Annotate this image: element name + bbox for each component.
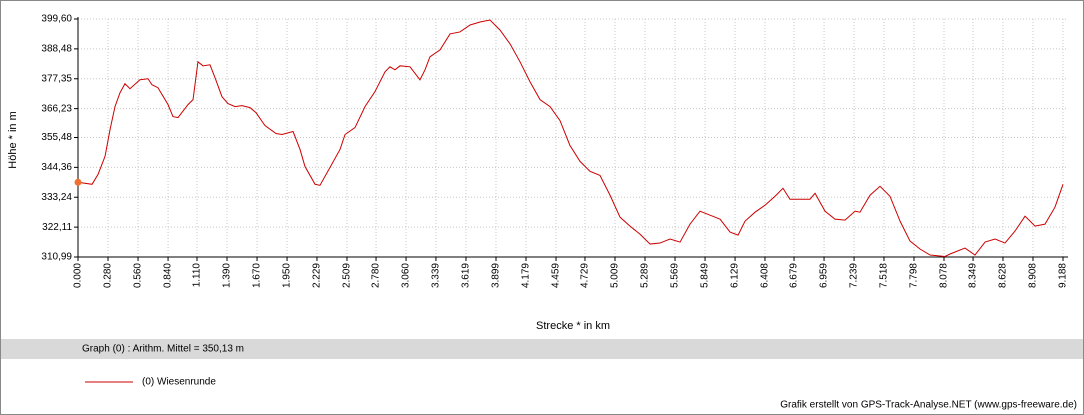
y-tick-label: 388,48 bbox=[41, 44, 72, 55]
x-tick-label: 3.899 bbox=[491, 263, 502, 288]
summary-band bbox=[1, 339, 1083, 359]
x-tick-label: 8.349 bbox=[968, 263, 979, 288]
y-tick-label: 399,60 bbox=[41, 14, 72, 25]
x-tick-label: 4.179 bbox=[521, 263, 532, 288]
x-tick-label: 7.798 bbox=[909, 263, 920, 288]
summary-text: Graph (0) : Arithm. Mittel = 350,13 m bbox=[82, 344, 244, 355]
y-tick-label: 366,23 bbox=[41, 103, 72, 114]
credit: Grafik erstellt von GPS-Track-Analyse.NE… bbox=[780, 400, 1077, 411]
x-tick-label: 6.959 bbox=[819, 263, 830, 288]
x-tick-label: 3.339 bbox=[431, 263, 442, 288]
x-tick-label: 3.060 bbox=[401, 263, 412, 288]
x-tick-label: 4.729 bbox=[580, 263, 591, 288]
legend-label: (0) Wiesenrunde bbox=[142, 377, 216, 388]
x-tick-label: 0.280 bbox=[103, 263, 114, 288]
x-axis-label: Strecke * in km bbox=[536, 320, 610, 332]
x-tick-label: 2.229 bbox=[312, 263, 323, 288]
x-tick-label: 5.289 bbox=[640, 263, 651, 288]
start-marker bbox=[74, 178, 82, 186]
y-tick-label: 377,35 bbox=[41, 73, 72, 84]
x-tick-label: 5.009 bbox=[610, 263, 621, 288]
x-tick-label: 6.679 bbox=[789, 263, 800, 288]
x-tick-label: 1.950 bbox=[282, 263, 293, 288]
x-tick-label: 1.670 bbox=[252, 263, 263, 288]
y-axis-label: Höhe * in m bbox=[7, 111, 19, 168]
x-tick-label: 0.840 bbox=[163, 263, 174, 288]
x-tick-label: 2.780 bbox=[371, 263, 382, 288]
elevation-line bbox=[77, 19, 1064, 257]
y-tick-label: 310,99 bbox=[41, 252, 72, 263]
x-tick-label: 8.628 bbox=[998, 263, 1009, 288]
x-tick-label: 5.569 bbox=[670, 263, 681, 288]
x-tick-label: 6.129 bbox=[730, 263, 741, 288]
x-tick-label: 7.518 bbox=[879, 263, 890, 288]
x-tick-label: 6.408 bbox=[760, 263, 771, 288]
x-tick-label: 1.390 bbox=[222, 263, 233, 288]
y-tick-label: 344,36 bbox=[41, 162, 72, 173]
y-tick-label: 333,24 bbox=[41, 192, 72, 203]
x-tick-label: 2.509 bbox=[342, 263, 353, 288]
y-tick-label: 322,11 bbox=[42, 222, 72, 233]
x-tick-label: 4.459 bbox=[551, 263, 562, 288]
y-tick-label: 355,48 bbox=[41, 132, 72, 143]
x-tick-label: 8.078 bbox=[939, 263, 950, 288]
x-tick-label: 3.619 bbox=[461, 263, 472, 288]
x-tick-label: 9.188 bbox=[1058, 263, 1069, 288]
x-tick-label: 0.560 bbox=[133, 263, 144, 288]
x-tick-label: 0.000 bbox=[73, 263, 84, 288]
x-tick-label: 7.239 bbox=[849, 263, 860, 288]
x-tick-label: 5.849 bbox=[700, 263, 711, 288]
x-tick-label: 8.908 bbox=[1028, 263, 1039, 288]
x-tick-label: 1.110 bbox=[192, 263, 203, 288]
